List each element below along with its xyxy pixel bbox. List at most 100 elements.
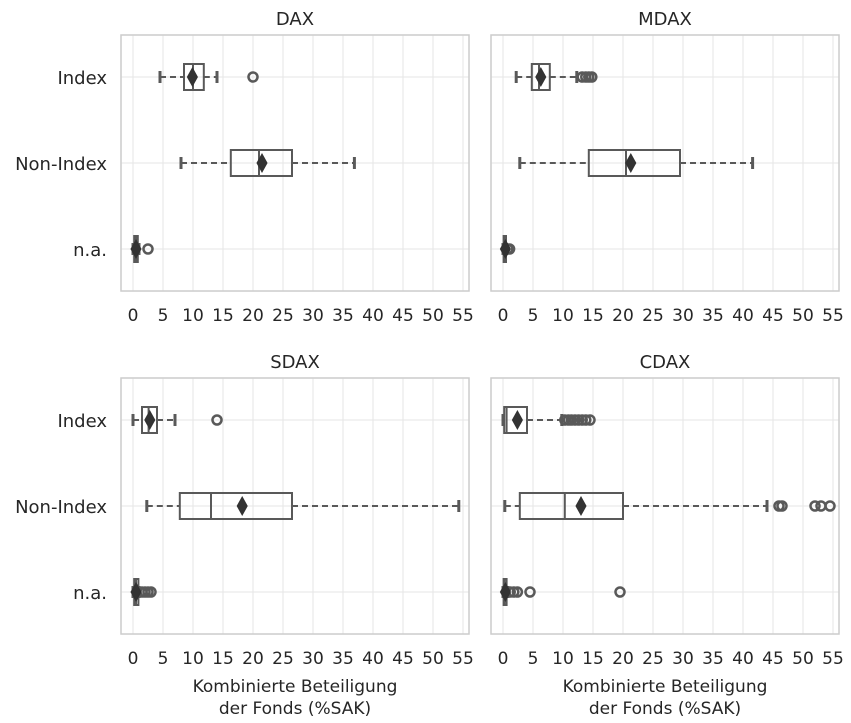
iqr-box bbox=[229, 149, 294, 177]
x-tick-label: 15 bbox=[582, 306, 604, 326]
x-tick-label: 30 bbox=[302, 649, 324, 669]
x-tick-label: 30 bbox=[672, 649, 694, 669]
box-non-index bbox=[179, 149, 356, 177]
box-n-a- bbox=[499, 235, 516, 263]
outlier-point bbox=[572, 414, 585, 426]
panel-cdax: CDAX 0 5 10 15 20 25 30 35 40 45 50 55 Kombinierte Be… bbox=[490, 352, 844, 719]
x-tick-label: 5 bbox=[158, 306, 169, 326]
mean-marker bbox=[625, 152, 637, 174]
box-n-a- bbox=[130, 578, 157, 606]
mean-marker bbox=[575, 495, 587, 517]
outlier-point bbox=[247, 71, 259, 83]
x-axis-label: Kombinierte Beteiligung bbox=[563, 677, 768, 697]
x-tick-label: 55 bbox=[452, 306, 474, 326]
outlier-point bbox=[586, 71, 598, 83]
iqr-box bbox=[503, 406, 529, 434]
panel-title: SDAX bbox=[270, 352, 320, 373]
panel-title: CDAX bbox=[640, 352, 691, 373]
x-axis-label: der Fonds (%SAK) bbox=[589, 699, 741, 719]
mean-marker bbox=[499, 238, 511, 260]
panel-dax: DAX 0 5 10 15 20 25 30 35 40 45 50 55 Index Non-Index n… bbox=[15, 9, 474, 326]
iqr-box bbox=[518, 492, 624, 520]
outlier-point bbox=[524, 586, 536, 598]
x-tick-label: 25 bbox=[642, 306, 664, 326]
outlier-point bbox=[142, 243, 154, 255]
outlier-point bbox=[580, 414, 592, 426]
x-tick-label: 45 bbox=[762, 649, 784, 669]
x-tick-label: 0 bbox=[498, 306, 509, 326]
mean-marker bbox=[186, 66, 198, 88]
x-tick-label: 55 bbox=[822, 306, 844, 326]
x-tick-label: 40 bbox=[362, 649, 384, 669]
box-n-a- bbox=[130, 235, 154, 263]
x-tick-label: 55 bbox=[452, 649, 474, 669]
mean-marker bbox=[130, 238, 142, 260]
x-tick-label: 45 bbox=[392, 306, 414, 326]
outlier-point bbox=[776, 500, 788, 512]
panel-title: DAX bbox=[276, 9, 314, 30]
x-tick-label: 20 bbox=[242, 306, 264, 326]
x-tick-label: 30 bbox=[302, 306, 324, 326]
x-tick-label: 0 bbox=[498, 649, 509, 669]
x-tick-label: 40 bbox=[732, 306, 754, 326]
outlier-point bbox=[824, 500, 836, 512]
x-tick-label: 50 bbox=[792, 649, 814, 669]
outlier-point bbox=[569, 414, 581, 426]
panel-sdax: SDAX 0 5 10 15 20 25 30 35 40 45 50 55 Index Non-Index… bbox=[15, 352, 474, 719]
mean-marker bbox=[535, 66, 547, 88]
x-tick-label: 25 bbox=[272, 306, 294, 326]
x-tick-label: 35 bbox=[332, 306, 354, 326]
outlier-point bbox=[584, 414, 596, 426]
box-n-a- bbox=[499, 578, 626, 606]
x-tick-label: 20 bbox=[612, 649, 634, 669]
mean-marker bbox=[511, 409, 523, 431]
box-index bbox=[131, 406, 223, 434]
x-tick-label: 55 bbox=[822, 649, 844, 669]
y-tick-label: Non-Index bbox=[15, 497, 107, 518]
panel-title: MDAX bbox=[638, 9, 692, 30]
x-tick-label: 50 bbox=[422, 649, 444, 669]
x-tick-label: 35 bbox=[702, 306, 724, 326]
panel-mdax: MDAX 0 5 10 15 20 25 30 35 40 45 50 55 bbox=[490, 9, 844, 326]
plot-frame bbox=[490, 34, 840, 292]
plot-frame bbox=[120, 34, 470, 292]
box-non-index bbox=[503, 492, 836, 520]
x-tick-label: 40 bbox=[362, 306, 384, 326]
x-tick-label: 35 bbox=[702, 649, 724, 669]
box-index bbox=[514, 63, 598, 91]
x-tick-label: 0 bbox=[128, 649, 139, 669]
x-axis-label: Kombinierte Beteiligung bbox=[193, 677, 398, 697]
x-tick-label: 45 bbox=[392, 649, 414, 669]
x-tick-label: 25 bbox=[642, 649, 664, 669]
plot-frame bbox=[490, 377, 840, 635]
x-tick-label: 5 bbox=[158, 649, 169, 669]
outlier-point bbox=[809, 500, 821, 512]
outlier-point bbox=[565, 414, 578, 426]
mean-marker bbox=[236, 495, 248, 517]
x-tick-label: 45 bbox=[762, 306, 784, 326]
x-tick-label: 10 bbox=[182, 306, 204, 326]
x-tick-label: 15 bbox=[212, 306, 234, 326]
x-tick-label: 10 bbox=[182, 649, 204, 669]
x-tick-label: 50 bbox=[792, 306, 814, 326]
plot-frame bbox=[120, 377, 470, 635]
iqr-box bbox=[178, 492, 293, 520]
x-tick-label: 30 bbox=[672, 306, 694, 326]
box-non-index bbox=[518, 149, 755, 177]
box-index bbox=[501, 406, 596, 434]
iqr-box bbox=[587, 149, 681, 177]
outlier-point bbox=[145, 586, 157, 598]
x-tick-label: 50 bbox=[422, 306, 444, 326]
iqr-box bbox=[530, 63, 551, 91]
x-tick-label: 10 bbox=[552, 306, 574, 326]
x-tick-label: 20 bbox=[612, 306, 634, 326]
box-index bbox=[158, 63, 259, 91]
outlier-point bbox=[614, 586, 626, 598]
x-tick-label: 5 bbox=[528, 649, 539, 669]
box-non-index bbox=[145, 492, 461, 520]
x-tick-label: 35 bbox=[332, 649, 354, 669]
x-tick-label: 5 bbox=[528, 306, 539, 326]
y-tick-label: Index bbox=[57, 68, 107, 89]
x-tick-label: 10 bbox=[552, 649, 574, 669]
